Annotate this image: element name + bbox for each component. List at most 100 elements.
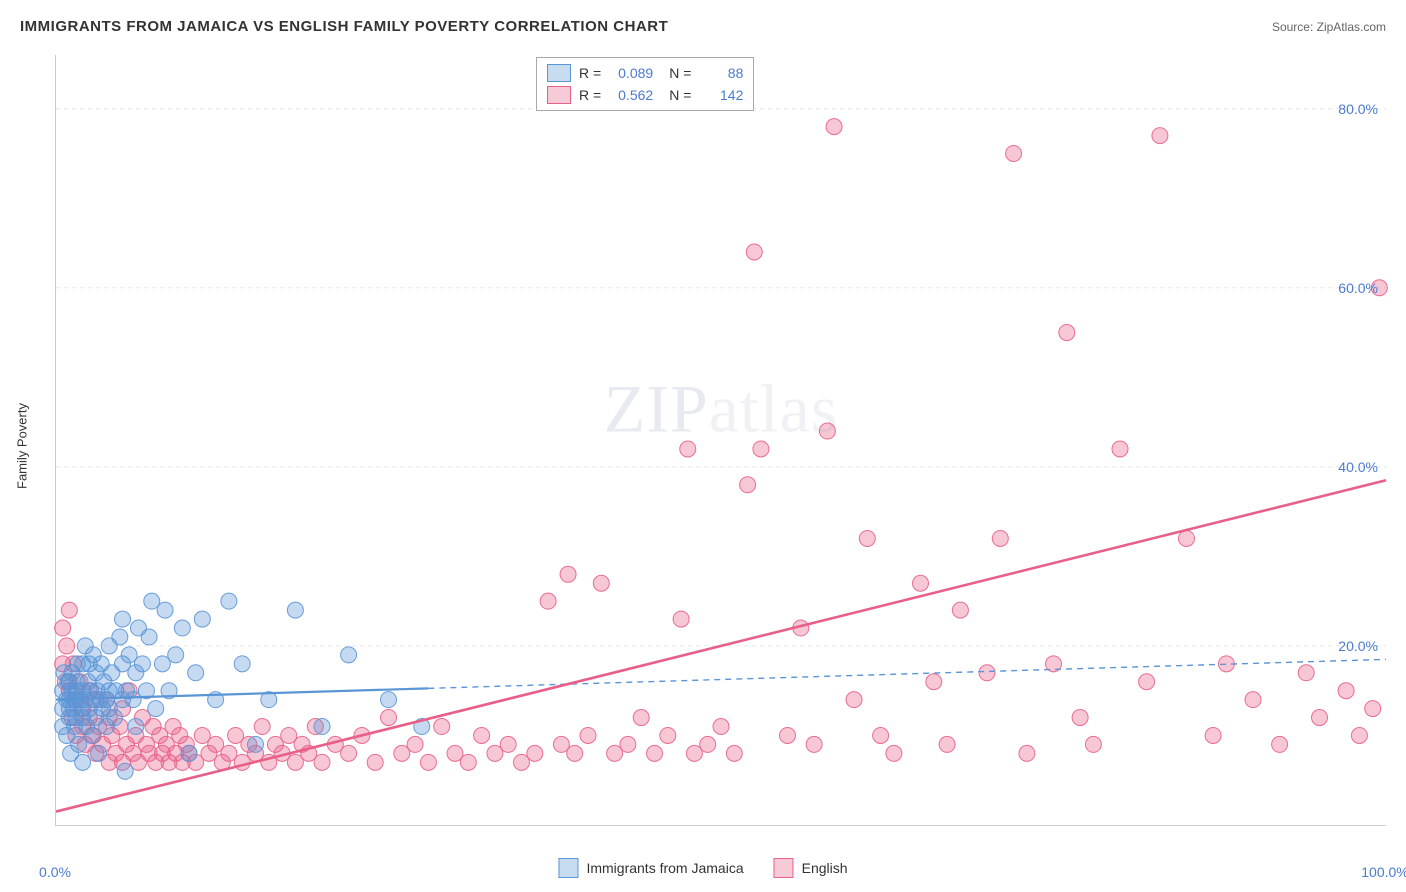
- data-point: [341, 745, 357, 761]
- data-point: [314, 754, 330, 770]
- data-point: [580, 727, 596, 743]
- data-point: [157, 602, 173, 618]
- data-point: [1245, 692, 1261, 708]
- correlation-legend-row: R =0.562N =142: [547, 84, 743, 106]
- data-point: [168, 647, 184, 663]
- chart-title: IMMIGRANTS FROM JAMAICA VS ENGLISH FAMIL…: [20, 18, 668, 35]
- data-point: [819, 423, 835, 439]
- legend-label: Immigrants from Jamaica: [586, 860, 743, 876]
- data-point: [1059, 325, 1075, 341]
- scatter-plot-svg: [56, 55, 1386, 825]
- data-point: [61, 602, 77, 618]
- data-point: [107, 710, 123, 726]
- data-point: [1072, 710, 1088, 726]
- data-point: [367, 754, 383, 770]
- data-point: [381, 710, 397, 726]
- data-point: [1298, 665, 1314, 681]
- data-point: [886, 745, 902, 761]
- y-axis-label: Family Poverty: [15, 403, 30, 489]
- data-point: [740, 477, 756, 493]
- correlation-legend-row: R =0.089N =88: [547, 62, 743, 84]
- data-point: [434, 719, 450, 735]
- data-point: [248, 736, 264, 752]
- x-tick-label: 0.0%: [39, 864, 71, 880]
- data-point: [75, 754, 91, 770]
- data-point: [979, 665, 995, 681]
- data-point: [407, 736, 423, 752]
- data-point: [221, 593, 237, 609]
- data-point: [647, 745, 663, 761]
- data-point: [1112, 441, 1128, 457]
- data-point: [55, 620, 71, 636]
- data-point: [1312, 710, 1328, 726]
- data-point: [593, 575, 609, 591]
- data-point: [700, 736, 716, 752]
- data-point: [753, 441, 769, 457]
- data-point: [780, 727, 796, 743]
- data-point: [91, 745, 107, 761]
- data-point: [1006, 145, 1022, 161]
- data-point: [254, 719, 270, 735]
- data-point: [939, 736, 955, 752]
- data-point: [234, 656, 250, 672]
- data-point: [1338, 683, 1354, 699]
- data-point: [826, 119, 842, 135]
- data-point: [746, 244, 762, 260]
- data-point: [859, 530, 875, 546]
- data-point: [567, 745, 583, 761]
- data-point: [341, 647, 357, 663]
- data-point: [194, 611, 210, 627]
- data-point: [500, 736, 516, 752]
- data-point: [560, 566, 576, 582]
- data-point: [287, 602, 303, 618]
- data-point: [1365, 701, 1381, 717]
- data-point: [952, 602, 968, 618]
- correlation-legend: R =0.089N =88R =0.562N =142: [536, 57, 754, 111]
- source-attribution: Source: ZipAtlas.com: [1272, 20, 1386, 34]
- data-point: [1019, 745, 1035, 761]
- legend-swatch: [558, 858, 578, 878]
- data-point: [660, 727, 676, 743]
- data-point: [992, 530, 1008, 546]
- data-point: [420, 754, 436, 770]
- data-point: [1272, 736, 1288, 752]
- data-point: [174, 620, 190, 636]
- data-point: [1085, 736, 1101, 752]
- data-point: [1205, 727, 1221, 743]
- data-point: [381, 692, 397, 708]
- y-tick-label: 60.0%: [1338, 280, 1378, 296]
- data-point: [134, 656, 150, 672]
- data-point: [680, 441, 696, 457]
- y-tick-label: 80.0%: [1338, 101, 1378, 117]
- y-tick-label: 20.0%: [1338, 638, 1378, 654]
- data-point: [726, 745, 742, 761]
- data-point: [115, 611, 131, 627]
- series-legend: Immigrants from Jamaica English: [558, 858, 847, 878]
- data-point: [188, 665, 204, 681]
- data-point: [1179, 530, 1195, 546]
- data-point: [128, 719, 144, 735]
- plot-container: ZIPatlas 20.0%40.0%60.0%80.0% R =0.089N …: [55, 55, 1385, 825]
- data-point: [633, 710, 649, 726]
- data-point: [117, 763, 133, 779]
- data-point: [846, 692, 862, 708]
- data-point: [141, 629, 157, 645]
- data-point: [474, 727, 490, 743]
- legend-item: Immigrants from Jamaica: [558, 858, 743, 878]
- data-point: [314, 719, 330, 735]
- legend-item: English: [774, 858, 848, 878]
- data-point: [1152, 128, 1168, 144]
- data-point: [460, 754, 476, 770]
- data-point: [148, 701, 164, 717]
- data-point: [673, 611, 689, 627]
- data-point: [59, 638, 75, 654]
- data-point: [620, 736, 636, 752]
- data-point: [806, 736, 822, 752]
- data-point: [540, 593, 556, 609]
- data-point: [1351, 727, 1367, 743]
- data-point: [84, 727, 100, 743]
- legend-label: English: [802, 860, 848, 876]
- plot-area: ZIPatlas 20.0%40.0%60.0%80.0% R =0.089N …: [55, 55, 1386, 826]
- data-point: [112, 629, 128, 645]
- y-tick-label: 40.0%: [1338, 459, 1378, 475]
